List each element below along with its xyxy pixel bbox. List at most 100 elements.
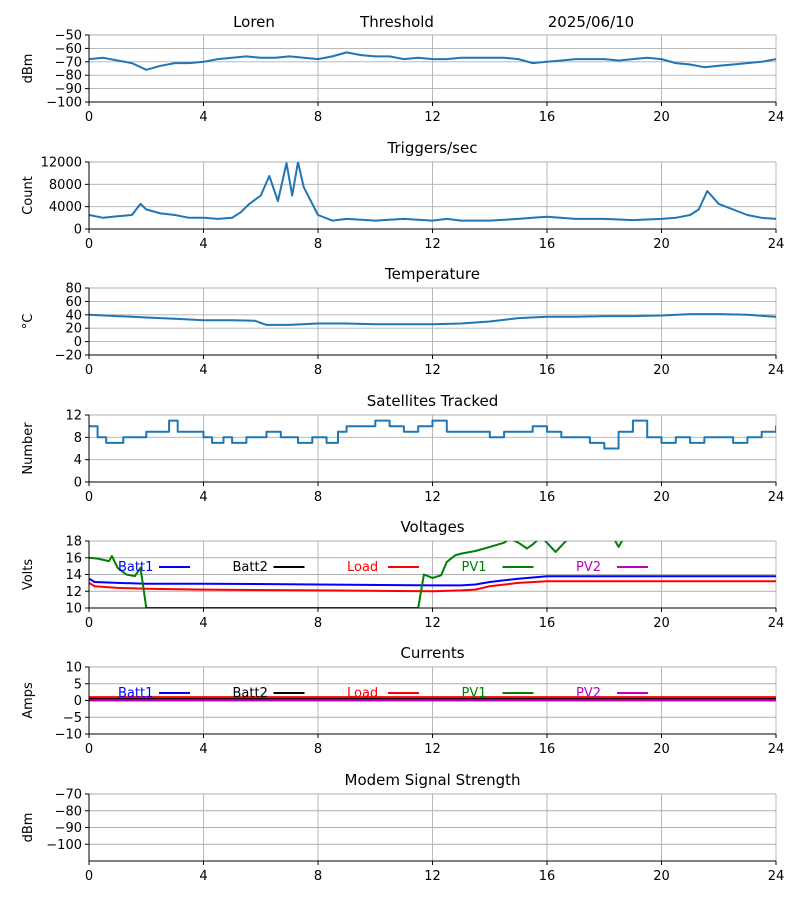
data-point (374, 419, 377, 422)
data-point (689, 63, 691, 66)
y-tick-label: 16 (65, 551, 82, 566)
y-tick-label: −10 (55, 728, 82, 743)
data-point (446, 58, 448, 60)
series-group (89, 696, 776, 702)
data-point (632, 58, 634, 60)
x-tick-label: 4 (199, 363, 207, 378)
data-point (617, 546, 620, 548)
data-point (488, 219, 491, 222)
x-tick-label: 20 (653, 616, 670, 631)
y-tick-label: 12000 (41, 156, 82, 171)
data-point (760, 61, 763, 63)
y-axis-label: Number (21, 422, 36, 475)
chart-title: Modem Signal Strength (345, 771, 521, 789)
x-tick-label: 12 (424, 616, 441, 631)
data-point (775, 696, 776, 698)
y-tick-label: −90 (55, 821, 82, 836)
data-point (503, 430, 505, 433)
data-point (403, 58, 405, 60)
legend-label: Load (347, 560, 378, 575)
data-point (317, 214, 319, 216)
x-tick-label: 12 (424, 237, 441, 252)
series-group (89, 419, 776, 450)
y-tick-label: 8000 (49, 178, 82, 193)
data-point (474, 56, 477, 59)
header-station: Loren (233, 13, 275, 31)
data-point (574, 575, 577, 577)
y-tick-label: 60 (65, 295, 82, 310)
y-tick-label: 8 (74, 431, 82, 446)
data-point (732, 442, 734, 444)
x-tick-label: 12 (424, 110, 441, 125)
data-point (546, 575, 548, 577)
data-point (374, 55, 377, 58)
x-tick-label: 8 (314, 110, 322, 125)
data-point (288, 55, 291, 58)
data-point (317, 322, 319, 325)
x-tick-label: 16 (539, 237, 556, 252)
data-point (660, 58, 663, 60)
data-point (517, 317, 520, 319)
data-point (417, 425, 419, 427)
data-point (531, 425, 534, 427)
data-point (345, 51, 348, 54)
data-point (646, 436, 648, 439)
header-date: 2025/06/10 (548, 13, 634, 31)
y-axis-label: °C (21, 314, 36, 330)
data-point (188, 217, 190, 219)
data-point (603, 447, 606, 450)
data-point (248, 203, 251, 205)
data-point (775, 218, 776, 220)
data-point (632, 419, 634, 422)
data-point (488, 546, 491, 548)
data-point (760, 217, 763, 219)
chart-title: Triggers/sec (387, 139, 478, 157)
legend-label: PV1 (462, 560, 487, 575)
data-point (145, 430, 148, 433)
data-point (574, 218, 577, 220)
data-point (131, 214, 133, 216)
x-tick-label: 8 (314, 363, 322, 378)
data-point (431, 577, 434, 579)
data-point (603, 218, 606, 220)
data-point (174, 62, 176, 64)
data-point (554, 551, 557, 553)
data-point (617, 59, 620, 62)
data-point (546, 61, 548, 63)
data-point (560, 59, 563, 62)
data-point (105, 442, 107, 444)
data-point (254, 320, 256, 322)
x-tick-label: 12 (424, 869, 441, 884)
data-point (623, 536, 625, 538)
data-point (145, 316, 148, 319)
series-line (89, 162, 776, 222)
y-tick-label: 10 (65, 602, 82, 617)
data-point (217, 218, 219, 220)
data-point (460, 430, 462, 433)
data-point (279, 436, 282, 439)
data-point (145, 587, 148, 590)
data-point (139, 203, 142, 205)
data-point (403, 323, 405, 325)
data-point (632, 315, 634, 317)
data-point (746, 436, 749, 439)
data-point (96, 557, 99, 560)
x-tick-label: 4 (199, 110, 207, 125)
data-point (517, 430, 520, 433)
data-point (517, 58, 520, 60)
header-mode: Threshold (359, 13, 434, 31)
data-point (612, 536, 614, 538)
data-point (474, 583, 477, 586)
legend: Batt1 Batt2 Load PV1 PV2 (118, 686, 648, 701)
data-point (93, 585, 96, 588)
x-tick-label: 24 (768, 363, 785, 378)
x-tick-label: 8 (314, 616, 322, 631)
x-tick-label: 16 (539, 363, 556, 378)
data-point (503, 56, 505, 59)
data-point (136, 436, 139, 439)
figure-header: Loren Threshold 2025/06/10 (233, 13, 634, 31)
x-tick-label: 24 (768, 869, 785, 884)
data-point (116, 315, 119, 317)
data-point (265, 430, 268, 433)
data-point (202, 319, 205, 321)
